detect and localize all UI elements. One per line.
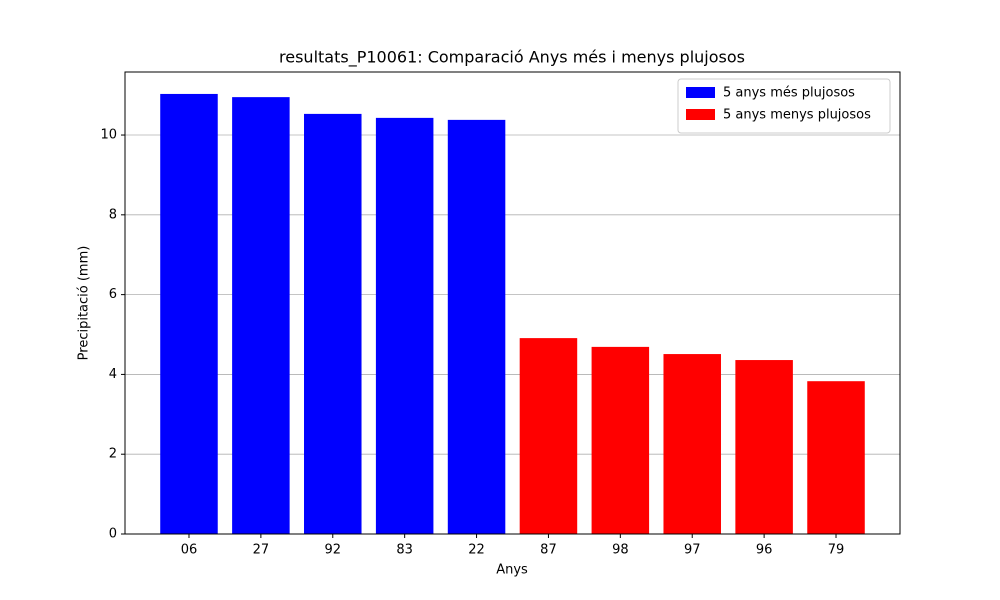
x-tick-label: 96 [756, 543, 773, 558]
plot-frame [124, 71, 901, 535]
legend-swatch [686, 87, 715, 98]
chart-title: resultats_P10061: Comparació Anys més i … [279, 48, 745, 68]
bar [663, 354, 721, 534]
y-tick-label: 2 [109, 447, 117, 462]
bar [232, 97, 290, 535]
bar [447, 119, 506, 535]
y-tick-label: 8 [109, 207, 117, 222]
legend-label: 5 anys més plujosos [723, 86, 855, 101]
bar [807, 381, 865, 534]
x-tick-label: 92 [324, 543, 341, 558]
y-tick-label: 10 [100, 128, 117, 143]
x-tick-label: 06 [181, 543, 198, 558]
bar [375, 117, 434, 534]
bar [519, 338, 578, 534]
legend-label: 5 anys menys plujosos [723, 108, 871, 123]
legend-swatch [686, 109, 715, 120]
bar [735, 360, 793, 534]
x-tick-label: 22 [468, 543, 485, 558]
x-tick-label: 97 [684, 543, 701, 558]
y-axis-label: Precipitació (mm) [77, 246, 92, 361]
x-tick-label: 83 [396, 543, 413, 558]
x-tick-label: 98 [612, 543, 629, 558]
bar [304, 113, 362, 535]
bar [591, 346, 650, 534]
x-tick-label: 27 [253, 543, 270, 558]
y-tick-label: 6 [109, 287, 117, 302]
x-axis-label: Anys [496, 563, 528, 578]
x-tick-label: 79 [828, 543, 845, 558]
legend-box [677, 78, 891, 134]
y-tick-label: 4 [109, 367, 117, 382]
bar [160, 93, 218, 535]
x-tick-label: 87 [540, 543, 557, 558]
y-tick-label: 0 [109, 527, 117, 542]
